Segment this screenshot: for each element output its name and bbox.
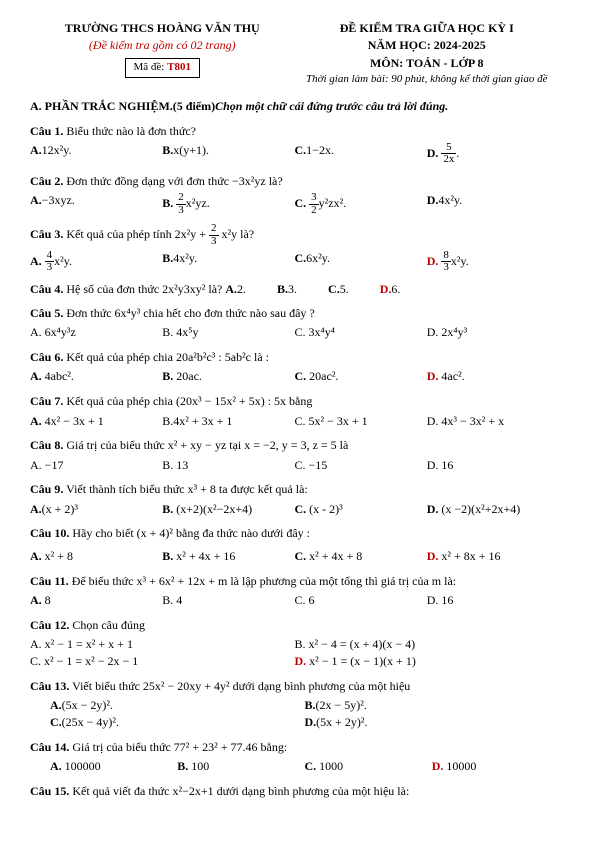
q3-text-post: x²y là? xyxy=(222,227,255,241)
q13-text: Viết biểu thức 25x² − 20xy + 4y² dưới dạ… xyxy=(72,679,410,693)
q9-text: Viết thành tích biểu thức x³ + 8 ta được… xyxy=(66,482,308,496)
q2-a: −3xyz. xyxy=(42,193,75,207)
q1-c: 1−2x. xyxy=(306,143,334,157)
exam-note: (Đề kiểm tra gồm có 02 trang) xyxy=(30,37,295,54)
q3-label: Câu 3. xyxy=(30,227,63,241)
q11-text: Để biểu thức x³ + 6x² + 12x + m là lập p… xyxy=(72,574,456,588)
q8-label: Câu 8. xyxy=(30,438,63,452)
school-name: TRƯỜNG THCS HOÀNG VĂN THỤ xyxy=(30,20,295,37)
q1-b: x(y+1). xyxy=(173,143,209,157)
question-11: Câu 11. Để biểu thức x³ + 6x² + 12x + m … xyxy=(30,573,559,610)
q5-label: Câu 5. xyxy=(30,306,63,320)
q2-text: Đơn thức đồng dạng với đơn thức −3x²yz l… xyxy=(66,174,282,188)
question-13: Câu 13. Viết biểu thức 25x² − 20xy + 4y²… xyxy=(30,678,559,732)
question-7: Câu 7. Kết quả của phép chia (20x³ − 15x… xyxy=(30,393,559,431)
question-12: Câu 12. Chọn câu đúng A. x² − 1 = x² + x… xyxy=(30,617,559,671)
question-5: Câu 5. Đơn thức 6x⁴y³ chia hết cho đơn t… xyxy=(30,305,559,342)
section-a: A. PHẦN TRẮC NGHIỆM.(5 điểm)Chọn một chữ… xyxy=(30,98,559,115)
q2-label: Câu 2. xyxy=(30,174,63,188)
q4-label: Câu 4. xyxy=(30,282,63,296)
exam-year: NĂM HỌC: 2024-2025 xyxy=(295,37,560,54)
q5-text: Đơn thức 6x⁴y³ chia hết cho đơn thức nào… xyxy=(66,306,314,320)
section-a-title: A. PHẦN TRẮC NGHIỆM. xyxy=(30,99,173,113)
q13-label: Câu 13. xyxy=(30,679,69,693)
exam-code-box: Mã đề: T801 xyxy=(125,58,200,78)
q6-text: Kết quả của phép chia 20a²b²c³ : 5ab²c l… xyxy=(66,350,269,364)
question-8: Câu 8. Giá trị của biểu thức x² + xy − y… xyxy=(30,437,559,474)
question-1: Câu 1. Biểu thức nào là đơn thức? A.12x²… xyxy=(30,123,559,166)
q10-text: Hãy cho biết (x + 4)² bằng đa thức nào d… xyxy=(72,526,310,540)
q6-label: Câu 6. xyxy=(30,350,63,364)
q12-label: Câu 12. xyxy=(30,618,69,632)
q4-text: Hệ số của đơn thức 2x²y3xy² là? xyxy=(66,282,222,296)
question-10: Câu 10. Hãy cho biết (x + 4)² bằng đa th… xyxy=(30,525,559,566)
question-14: Câu 14. Giá trị của biểu thức 77² + 23² … xyxy=(30,739,559,776)
q14-text: Giá trị của biểu thức 77² + 23² + 77.46 … xyxy=(72,740,287,754)
q8-text: Giá trị của biểu thức x² + xy − yz tại x… xyxy=(66,438,348,452)
q1-d-frac: 52x xyxy=(441,142,456,166)
q11-label: Câu 11. xyxy=(30,574,69,588)
exam-title: ĐỀ KIỂM TRA GIỮA HỌC KỲ I xyxy=(295,20,560,37)
question-9: Câu 9. Viết thành tích biểu thức x³ + 8 … xyxy=(30,481,559,518)
q3-text-pre: Kết quả của phép tính 2x²y + xyxy=(66,227,209,241)
q7-text: Kết quả của phép chia (20x³ − 15x² + 5x)… xyxy=(66,394,312,408)
question-15: Câu 15. Kết quả viết đa thức x²−2x+1 dướ… xyxy=(30,783,559,800)
question-2: Câu 2. Đơn thức đồng dạng với đơn thức −… xyxy=(30,173,559,216)
code-value: T801 xyxy=(167,61,191,73)
question-3: Câu 3. Kết quả của phép tính 2x²y + 23 x… xyxy=(30,223,559,273)
q1-label: Câu 1. xyxy=(30,124,63,138)
q1-text: Biểu thức nào là đơn thức? xyxy=(66,124,196,138)
q1-a: 12x²y. xyxy=(42,143,72,157)
section-a-instr: Chọn một chữ cái đứng trước câu trả lời … xyxy=(215,99,448,113)
q9-label: Câu 9. xyxy=(30,482,63,496)
q12-text: Chọn câu đúng xyxy=(72,618,145,632)
question-4: Câu 4. Hệ số của đơn thức 2x²y3xy² là? A… xyxy=(30,281,559,298)
question-6: Câu 6. Kết quả của phép chia 20a²b²c³ : … xyxy=(30,349,559,386)
section-a-points: (5 điểm) xyxy=(173,99,215,113)
q7-label: Câu 7. xyxy=(30,394,63,408)
q15-text: Kết quả viết đa thức x²−2x+1 dưới dạng b… xyxy=(72,784,409,798)
q2-d: 4x²y. xyxy=(438,193,462,207)
q10-label: Câu 10. xyxy=(30,526,69,540)
header: TRƯỜNG THCS HOÀNG VĂN THỤ (Đề kiểm tra g… xyxy=(30,20,559,88)
q15-label: Câu 15. xyxy=(30,784,69,798)
code-label: Mã đề: xyxy=(134,61,165,73)
exam-time: Thời gian làm bài: 90 phút, không kể thờ… xyxy=(295,72,560,88)
q14-label: Câu 14. xyxy=(30,740,69,754)
exam-subject: MÔN: TOÁN - LỚP 8 xyxy=(295,55,560,72)
